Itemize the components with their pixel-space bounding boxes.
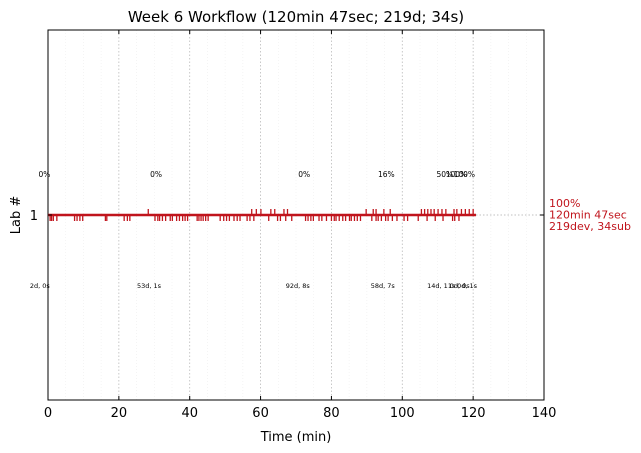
summary-line: 100%: [549, 197, 580, 210]
y-axis-label: Lab #: [9, 196, 24, 235]
y-axis: 1: [30, 209, 544, 224]
percent-label: 0%: [39, 170, 51, 179]
duration-label: 92d, 8s: [286, 282, 311, 290]
x-axis: 0 20 40 60 80 100 120 140: [44, 30, 557, 421]
duration-label: 14d, 11s: [427, 282, 456, 290]
x-tick-label: 140: [532, 406, 557, 421]
x-axis-label: Time (min): [260, 430, 332, 445]
percent-label: 100%: [454, 170, 475, 179]
percent-label: 0%: [150, 170, 162, 179]
duration-label: 58d, 7s: [371, 282, 396, 290]
chart-title: Week 6 Workflow (120min 47sec; 219d; 34s…: [128, 8, 464, 26]
summary-line: 219dev, 34sub: [549, 220, 631, 233]
percent-label: 0%: [298, 170, 310, 179]
major-grid: [118, 30, 474, 400]
y-tick-label: 1: [30, 209, 38, 224]
percent-label: 16%: [378, 170, 395, 179]
duration-label: 53d, 1s: [137, 282, 162, 290]
summary-line: 120min 47sec: [549, 209, 627, 222]
duration-label: 0d, 1s: [457, 282, 478, 290]
percent-label: 50%: [436, 170, 453, 179]
x-tick-label: 120: [461, 406, 486, 421]
x-tick-label: 80: [323, 406, 340, 421]
x-tick-label: 60: [252, 406, 269, 421]
x-tick-label: 100: [390, 406, 415, 421]
x-tick-label: 40: [181, 406, 198, 421]
annotation-group: 0% 0% 0% 16% 50%100%100% 2d, 0s 53d, 1s 92d, 8s…: [30, 170, 478, 290]
duration-label: 0d, 0s: [450, 282, 471, 290]
x-tick-label: 0: [44, 406, 52, 421]
percent-label: 100%: [446, 170, 467, 179]
timeline-group: [48, 209, 476, 221]
x-tick-label: 20: [111, 406, 128, 421]
duration-label: 2d, 0s: [30, 282, 51, 290]
